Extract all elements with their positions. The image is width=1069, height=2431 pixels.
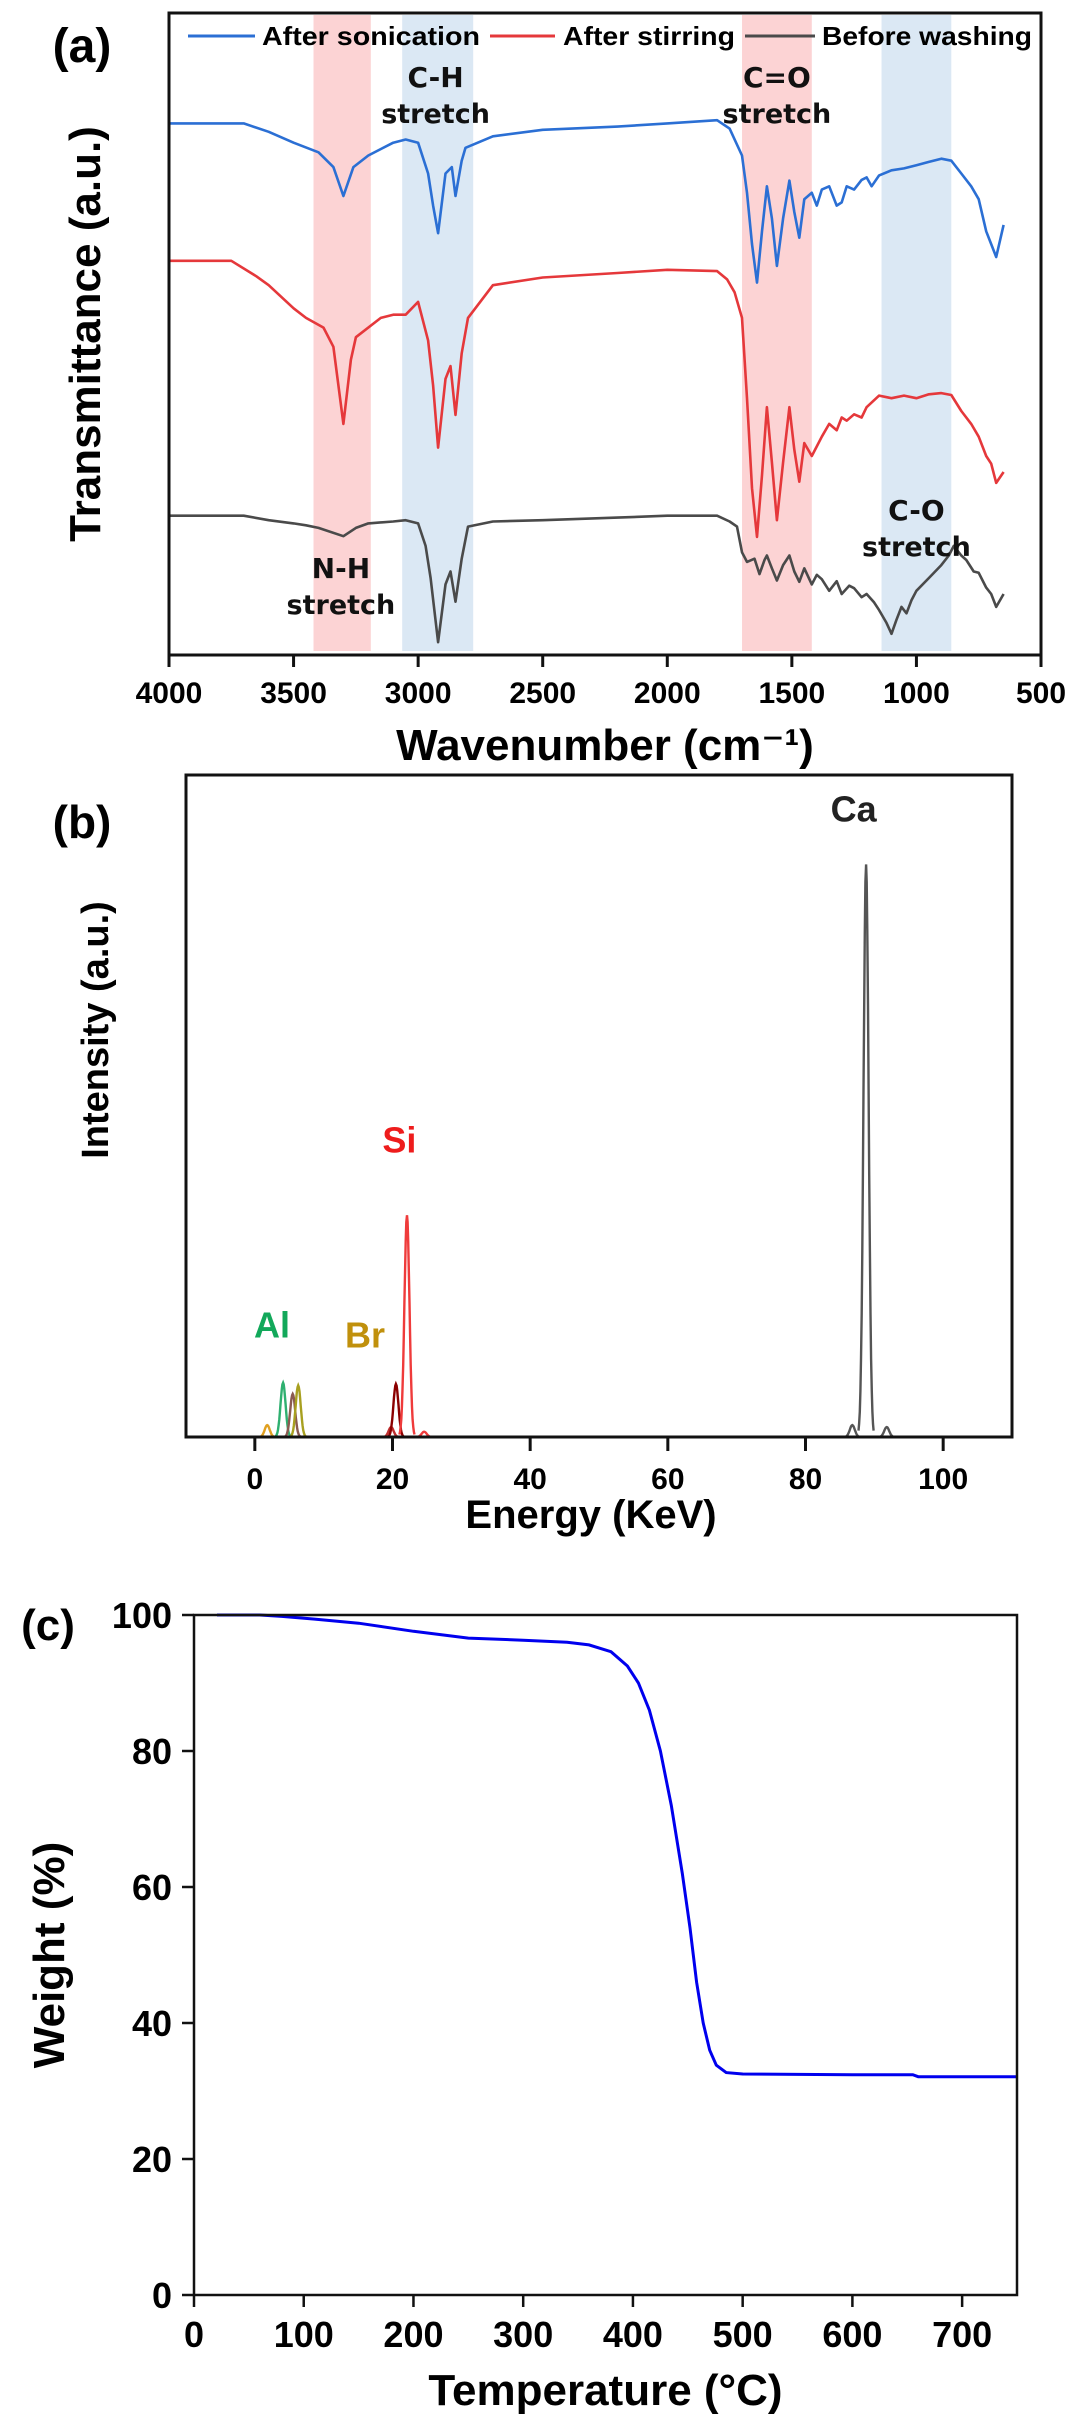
element-label: Al — [254, 1305, 290, 1346]
y-tick-label: 60 — [132, 1867, 172, 1908]
shaded-band — [881, 15, 952, 651]
eds-peak — [879, 1425, 895, 1439]
x-axis-title: Temperature (°C) — [428, 2366, 782, 2415]
y-tick-label: 0 — [152, 2275, 172, 2316]
x-tick-label: 0 — [246, 1463, 263, 1496]
band-annotation: N-H — [312, 552, 371, 585]
x-tick-label: 3000 — [385, 677, 452, 710]
x-tick-label: 1500 — [758, 677, 825, 710]
x-tick-label: 3500 — [260, 677, 327, 710]
panel-label: (b) — [53, 796, 112, 848]
element-label: Si — [382, 1119, 416, 1160]
x-tick-label: 100 — [274, 2314, 334, 2355]
x-tick-label: 2500 — [509, 677, 576, 710]
eds-peak — [259, 1423, 276, 1439]
spectrum-line — [169, 259, 1005, 539]
eds-peak — [284, 1391, 301, 1438]
x-tick-label: 700 — [932, 2314, 992, 2355]
tga-panel: 0 100 200 300 400 500 600 700 0 20 40 60 80 100 (c) Wei… — [21, 1595, 1019, 2415]
x-tick-label: 2000 — [634, 677, 701, 710]
x-axis-title: Wavenumber (cm⁻¹) — [396, 721, 814, 770]
x-tick-label: 600 — [822, 2314, 882, 2355]
plot-frame — [192, 1613, 1019, 2297]
eds-peak — [857, 864, 875, 1431]
x-tick-label: 200 — [383, 2314, 443, 2355]
plot-frame — [167, 11, 1043, 657]
eds-peak — [844, 1423, 861, 1439]
x-tick-label: 500 — [713, 2314, 773, 2355]
x-tick-label: 100 — [918, 1463, 968, 1496]
band-annotation: C-O — [888, 494, 945, 527]
legend-label: After stirring — [563, 21, 735, 51]
ftir-panel: 4000 3500 3000 2500 2000 1500 1000 500 After son… — [53, 11, 1066, 770]
x-tick-label: 300 — [493, 2314, 553, 2355]
x-tick-label: 400 — [603, 2314, 663, 2355]
element-label: Br — [345, 1315, 385, 1356]
x-tick-label: 0 — [184, 2314, 204, 2355]
x-tick-label: 60 — [651, 1463, 684, 1496]
band-annotation: C=O — [743, 61, 811, 94]
y-tick-label: 20 — [132, 2139, 172, 2180]
y-tick-label: 40 — [132, 2003, 172, 2044]
band-annotation: stretch — [381, 99, 490, 130]
x-tick-label: 500 — [1016, 677, 1066, 710]
weight-curve — [217, 1613, 1017, 2079]
spectrum-line — [169, 118, 1005, 284]
y-tick-label: 100 — [112, 1595, 172, 1636]
x-tick-label: 20 — [376, 1463, 409, 1496]
band-annotation: stretch — [287, 590, 396, 621]
x-tick-label: 40 — [513, 1463, 546, 1496]
y-axis-title: Transmittance (a.u.) — [61, 126, 110, 542]
element-label: Ca — [831, 788, 878, 829]
eds-peak — [398, 1215, 416, 1435]
legend-label: Before washing — [822, 21, 1032, 51]
y-axis-title: Intensity (a.u.) — [75, 901, 117, 1159]
eds-peak — [289, 1381, 307, 1438]
band-annotation: C-H — [407, 61, 463, 94]
shaded-band — [402, 15, 474, 651]
shaded-band — [742, 15, 812, 651]
spectrum-line — [169, 514, 1005, 644]
panel-label: (a) — [53, 20, 112, 73]
plot-frame — [184, 773, 1014, 1439]
x-tick-label: 4000 — [136, 677, 203, 710]
y-tick-label: 80 — [132, 1731, 172, 1772]
x-axis-title: Energy (KeV) — [465, 1493, 716, 1537]
band-annotation: stretch — [862, 532, 971, 563]
band-annotation: stretch — [723, 99, 832, 130]
x-tick-label: 1000 — [883, 677, 950, 710]
eds-panel: 0 20 40 60 80 100 Ca Si Al Br (b) Intensity (a.u.) E… — [53, 773, 1014, 1537]
y-axis-title: Weight (%) — [25, 1842, 74, 2069]
panel-label: (c) — [21, 1601, 75, 1650]
legend-label: After sonication — [262, 21, 480, 51]
x-tick-label: 80 — [789, 1463, 822, 1496]
